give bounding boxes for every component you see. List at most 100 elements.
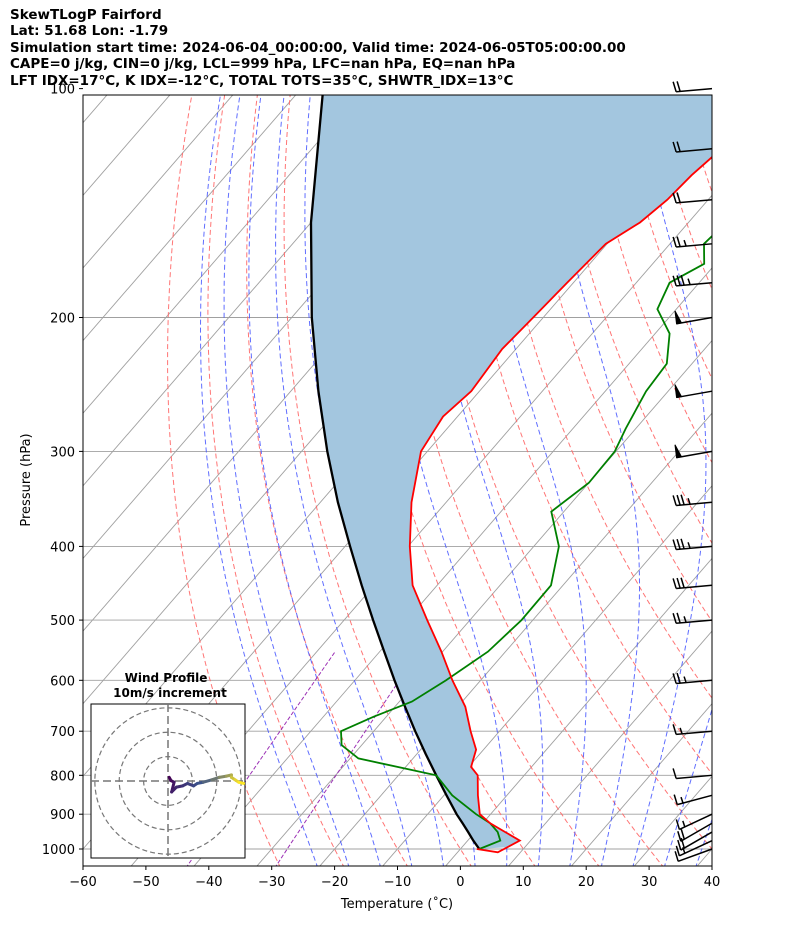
barb-staff [676, 390, 713, 399]
isotherm-line [193, 267, 712, 866]
hodograph-title: Wind Profile [125, 671, 208, 685]
barb-full-flag [680, 538, 685, 550]
barb-full-flag [672, 81, 677, 92]
wind-barb [672, 274, 713, 287]
moist-adiabat-line [375, 95, 508, 866]
barb-full-flag [672, 236, 677, 248]
x-tick-label: 10 [515, 875, 532, 890]
barb-pennant [674, 384, 683, 399]
x-tick-label: −30 [258, 875, 285, 890]
barb-staff [680, 831, 713, 851]
dry-adiabat-line [584, 95, 712, 464]
sounding-profiles [309, 95, 712, 854]
barb-full-flag [680, 494, 685, 505]
y-tick-label: 200 [50, 312, 75, 327]
wind-barb [672, 538, 713, 551]
wind-barb [674, 384, 713, 399]
barb-half-flag [682, 820, 686, 828]
barb-staff [676, 774, 713, 780]
mixing-ratio-line [275, 651, 420, 866]
barb-staff [676, 501, 713, 507]
wind-barb [674, 444, 713, 459]
chart-title: SkewTLogP Fairford [10, 7, 162, 23]
barb-staff [676, 584, 713, 590]
barb-full-flag [672, 141, 677, 153]
barb-full-flag [677, 831, 682, 842]
dewpoint-line [340, 234, 712, 850]
moist-adiabat-line [473, 95, 587, 866]
y-tick-label: 800 [50, 769, 75, 784]
moist-adiabat-line [664, 707, 712, 866]
barb-staff [676, 316, 713, 325]
dry-adiabat-line [779, 89, 794, 869]
y-tick-label: 300 [50, 445, 75, 460]
wind-barb [675, 813, 713, 831]
x-tick-label: 20 [578, 875, 595, 890]
dry-adiabat-line [682, 95, 712, 194]
barb-staff [676, 545, 713, 551]
y-tick-label: 700 [50, 725, 75, 740]
dry-adiabat-line [453, 95, 712, 775]
y-tick-label: 500 [50, 614, 75, 629]
moist-adiabat-line [419, 95, 544, 866]
chart-header: SkewTLogP Fairford Lat: 51.68 Lon: -1.79… [10, 7, 626, 89]
barb-full-flag [672, 539, 677, 550]
barb-full-flag [672, 768, 677, 779]
x-tick-label: 0 [456, 875, 464, 890]
barb-full-flag [672, 495, 677, 506]
barb-full-flag [672, 275, 677, 287]
barb-staff [679, 813, 713, 831]
barb-full-flag [676, 672, 681, 684]
moist-adiabat-line [223, 95, 350, 866]
dry-adiabat-line [420, 95, 712, 850]
moist-adiabat-line [248, 95, 381, 866]
barb-full-flag [673, 794, 678, 805]
barb-staff [677, 848, 713, 863]
barb-staff [676, 87, 713, 93]
wind-barb [672, 192, 713, 204]
barb-full-flag [672, 613, 677, 624]
wind-barb [672, 612, 713, 624]
isotherm-line [445, 557, 712, 866]
barb-staff [676, 281, 713, 287]
dry-adiabat-line [283, 95, 472, 866]
x-tick-label: −40 [195, 875, 222, 890]
isotherm-line [83, 95, 234, 269]
wind-barb [672, 236, 713, 248]
barb-half-flag [687, 542, 691, 549]
x-tick-label: −50 [132, 875, 159, 890]
y-tick-label: 1000 [42, 843, 75, 858]
barb-staff [676, 198, 713, 204]
wind-barb [672, 81, 713, 93]
barb-staff [676, 243, 713, 248]
x-tick-label: −10 [384, 875, 411, 890]
barb-half-flag [679, 727, 683, 735]
isotherm-line [507, 630, 712, 866]
convective-parameters: CAPE=0 j/kg, CIN=0 j/kg, LCL=999 hPa, LF… [10, 56, 516, 73]
wind-barb [672, 724, 713, 736]
dry-adiabat-line [167, 95, 281, 866]
barb-staff [676, 148, 713, 153]
moist-adiabat-line [543, 95, 640, 866]
moist-adiabat-line [695, 817, 712, 866]
dry-adiabat-line [486, 95, 712, 699]
y-axis-label: Pressure (hPa) [19, 433, 34, 526]
barb-full-flag [680, 837, 686, 849]
stability-indices: LFT IDX=17°C, K IDX=-12°C, TOTAL TOTS=35… [10, 72, 514, 89]
wind-barb [674, 848, 713, 863]
isotherm-line [382, 485, 712, 866]
cape-shading [311, 95, 712, 849]
y-tick-label: 900 [50, 808, 75, 823]
wind-barb [673, 794, 713, 806]
barb-full-flag [672, 578, 677, 589]
x-tick-label: −60 [69, 875, 96, 890]
wind-barb [677, 822, 713, 842]
dry-adiabat-line [518, 95, 712, 623]
dry-adiabat-line [387, 95, 664, 866]
barb-full-flag [676, 538, 681, 550]
barb-full-flag [680, 577, 685, 588]
barb-staff [676, 619, 713, 624]
hodograph-inset: Wind Profile 10m/s increment [90, 671, 246, 859]
wind-barb [672, 672, 713, 685]
